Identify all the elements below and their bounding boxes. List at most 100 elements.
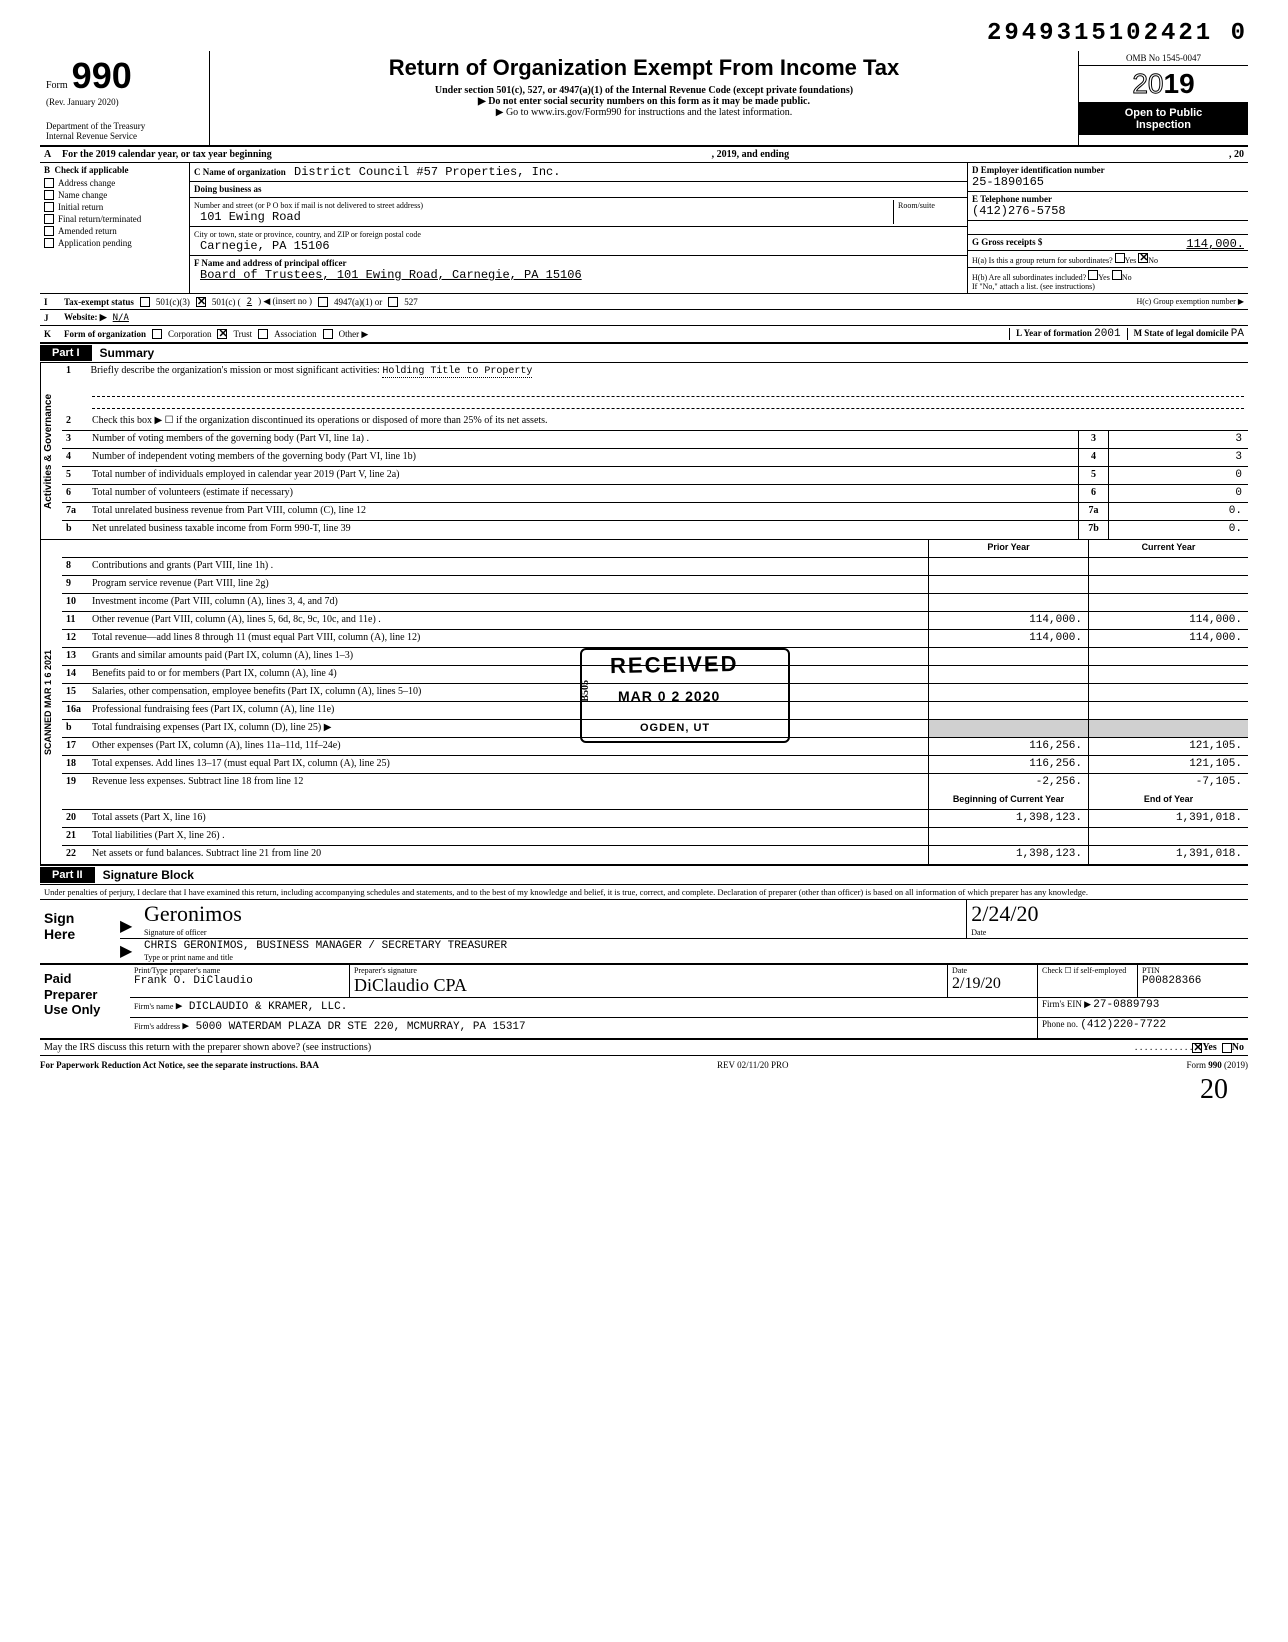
lbl-address-change: Address change xyxy=(58,178,115,188)
hb-lbl: H(b) Are all subordinates included? xyxy=(972,273,1086,282)
c-room-lbl: Room/suite xyxy=(898,201,935,210)
form-subtitle: Under section 501(c), 527, or 4947(a)(1)… xyxy=(218,85,1070,96)
line-num: 16a xyxy=(62,702,88,719)
line-num: 20 xyxy=(62,810,88,827)
footer-mid: REV 02/11/20 PRO xyxy=(717,1060,789,1070)
year-bold: 19 xyxy=(1164,68,1195,99)
part1-tab: Part I xyxy=(40,345,92,361)
chk-amended[interactable] xyxy=(44,226,54,236)
cell-prior xyxy=(928,684,1088,701)
ha-yes[interactable] xyxy=(1115,253,1125,263)
line-num: 10 xyxy=(62,594,88,611)
cell-current: 114,000. xyxy=(1088,612,1248,629)
line-desc: Total liabilities (Part X, line 26) . xyxy=(88,828,928,845)
hb-no[interactable] xyxy=(1112,270,1122,280)
line-num: 6 xyxy=(62,485,88,502)
line-num: 4 xyxy=(62,449,88,466)
chk-final-return[interactable] xyxy=(44,214,54,224)
j-lbl: Website: ▶ xyxy=(64,312,107,323)
cell-shaded xyxy=(1088,720,1248,737)
cell-prior: 116,256. xyxy=(928,738,1088,755)
c-f-val: Board of Trustees, 101 Ewing Road, Carne… xyxy=(200,268,582,282)
line-desc: Salaries, other compensation, employee b… xyxy=(88,684,928,701)
i-527[interactable] xyxy=(388,297,398,307)
i-501c[interactable] xyxy=(196,297,206,307)
line-desc: Program service revenue (Part VIII, line… xyxy=(88,576,928,593)
line-num: 19 xyxy=(62,774,88,792)
cell-end xyxy=(1088,828,1248,845)
hb-yes[interactable] xyxy=(1088,270,1098,280)
discuss-no-lbl: No xyxy=(1232,1042,1244,1053)
discuss-text: May the IRS discuss this return with the… xyxy=(44,1042,371,1053)
form-word: Form xyxy=(46,80,68,91)
line-num: 9 xyxy=(62,576,88,593)
discuss-yes[interactable] xyxy=(1192,1043,1202,1053)
e-lbl: E Telephone number xyxy=(972,194,1052,204)
chk-initial-return[interactable] xyxy=(44,202,54,212)
chk-address-change[interactable] xyxy=(44,178,54,188)
cell-prior xyxy=(928,576,1088,593)
sign-here-label: Sign Here xyxy=(40,900,120,963)
k-corp[interactable] xyxy=(152,329,162,339)
footer-right: Form 990 (2019) xyxy=(1186,1060,1248,1070)
line-desc: Professional fundraising fees (Part IX, … xyxy=(88,702,928,719)
j-val: N/A xyxy=(113,313,129,323)
g-lbl: G Gross receipts $ xyxy=(972,237,1042,247)
paid-preparer-label: Paid Preparer Use Only xyxy=(40,965,130,1038)
ha-no-lbl: No xyxy=(1148,256,1158,265)
omb-number: OMB No 1545-0047 xyxy=(1079,51,1248,66)
chk-name-change[interactable] xyxy=(44,190,54,200)
line-desc: Net assets or fund balances. Subtract li… xyxy=(88,846,928,864)
row-a-end: , 20 xyxy=(1229,149,1244,160)
l-val: 2001 xyxy=(1094,328,1120,340)
cell-current xyxy=(1088,594,1248,611)
prep-date-lbl: Date xyxy=(952,966,1033,975)
cell-current xyxy=(1088,576,1248,593)
arrow-note-2: ▶ Go to www.irs.gov/Form990 for instruct… xyxy=(218,107,1070,118)
line-desc: Total fundraising expenses (Part IX, col… xyxy=(88,720,928,737)
officer-name: CHRIS GERONIMOS, BUSINESS MANAGER / SECR… xyxy=(144,940,507,952)
i-501c3-lbl: 501(c)(3) xyxy=(156,297,190,307)
d-lbl: D Employer identification number xyxy=(972,165,1105,175)
prep-name: Frank O. DiClaudio xyxy=(134,975,253,987)
sig-date-val: 2/24/20 xyxy=(971,901,1038,926)
open-public-2: Inspection xyxy=(1081,119,1246,131)
ha-no[interactable] xyxy=(1138,253,1148,263)
line-num: b xyxy=(62,720,88,737)
i-4947[interactable] xyxy=(318,297,328,307)
dln-number: 2949315102421 0 xyxy=(40,20,1248,47)
firm-ein: 27-0889793 xyxy=(1093,999,1159,1011)
cell-current: 114,000. xyxy=(1088,630,1248,647)
firm-addr-lbl: Firm's address xyxy=(134,1022,180,1031)
discuss-no[interactable] xyxy=(1222,1043,1232,1053)
prep-date: 2/19/20 xyxy=(952,975,1001,992)
cell-current xyxy=(1088,666,1248,683)
sig-date-lbl: Date xyxy=(971,928,986,937)
chk-app-pending[interactable] xyxy=(44,238,54,248)
hc-lbl: H(c) Group exemption number ▶ xyxy=(1137,297,1244,306)
cell-current: 121,105. xyxy=(1088,756,1248,773)
cell-shaded xyxy=(928,720,1088,737)
hdr-prior: Prior Year xyxy=(928,540,1088,557)
cell-begin: 1,398,123. xyxy=(928,810,1088,827)
k-assoc[interactable] xyxy=(258,329,268,339)
c-street-val: 101 Ewing Road xyxy=(200,210,301,224)
open-public-1: Open to Public xyxy=(1081,107,1246,119)
cell-end: 1,391,018. xyxy=(1088,810,1248,827)
i-4947-lbl: 4947(a)(1) or xyxy=(334,297,382,307)
c-city-lbl: City or town, state or province, country… xyxy=(194,230,421,239)
k-trust[interactable] xyxy=(217,329,227,339)
cell-current xyxy=(1088,702,1248,719)
line-box-num: 4 xyxy=(1078,449,1108,466)
l1-val: Holding Title to Property xyxy=(382,366,532,378)
line-desc: Total expenses. Add lines 13–17 (must eq… xyxy=(88,756,928,773)
c-f-lbl: F Name and address of principal officer xyxy=(194,258,347,268)
l1-num: 1 xyxy=(66,365,88,376)
lbl-initial-return: Initial return xyxy=(58,202,103,212)
m-val: PA xyxy=(1231,328,1244,340)
line-box-num: 5 xyxy=(1078,467,1108,484)
i-501c3[interactable] xyxy=(140,297,150,307)
k-other[interactable] xyxy=(323,329,333,339)
cell-prior xyxy=(928,594,1088,611)
firm-addr: ▶ 5000 WATERDAM PLAZA DR STE 220, MCMURR… xyxy=(182,1021,525,1033)
